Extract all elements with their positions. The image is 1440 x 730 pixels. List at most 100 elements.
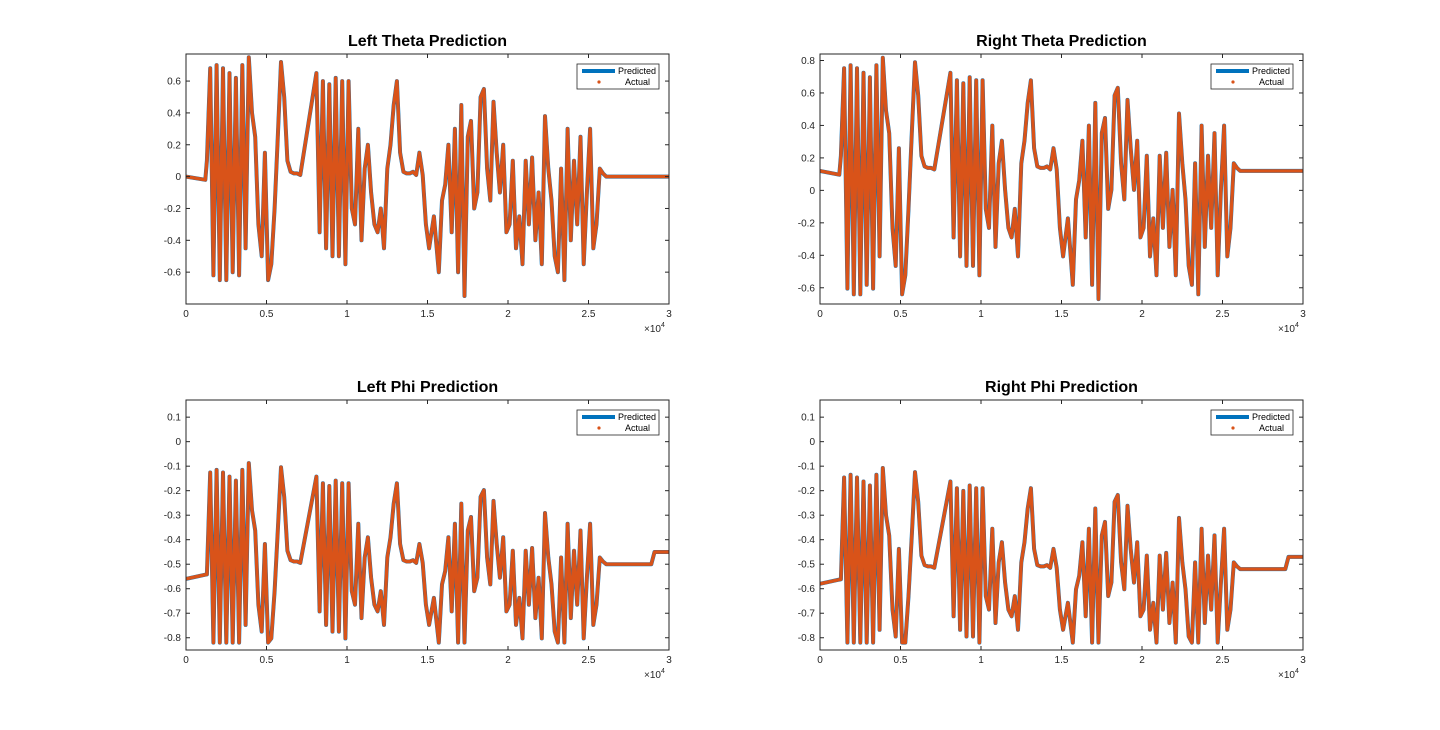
x-tick-label: 0: [183, 309, 189, 320]
legend-actual-label: Actual: [1259, 423, 1284, 433]
actual-point: [356, 522, 360, 526]
x-tick-label: 2.5: [1216, 655, 1230, 666]
actual-point: [1019, 561, 1023, 564]
x-tick-label: 2.5: [582, 655, 596, 666]
chart-title: Right Phi Prediction: [985, 379, 1138, 396]
actual-point: [871, 287, 875, 290]
actual-point: [649, 175, 653, 178]
actual-point: [1139, 236, 1142, 239]
actual-point: [257, 223, 260, 226]
actual-point: [1283, 567, 1287, 571]
y-tick-label: -0.2: [164, 204, 182, 215]
actual-point: [553, 630, 556, 633]
actual-point: [1216, 641, 1219, 644]
y-tick-label: -0.3: [798, 511, 816, 522]
actual-point: [611, 175, 614, 178]
actual-point: [257, 603, 260, 606]
y-tick-label: -0.1: [798, 462, 816, 473]
actual-point: [424, 603, 428, 606]
legend-predicted-label: Predicted: [1252, 412, 1290, 422]
actual-point: [1110, 581, 1113, 584]
y-tick-label: -0.4: [798, 535, 816, 546]
actual-point: [871, 641, 875, 644]
actual-point: [1090, 641, 1094, 644]
legend-box: [1210, 409, 1294, 436]
chart-title: Left Theta Prediction: [348, 33, 507, 50]
x-tick-label: 0.5: [260, 309, 274, 320]
actual-point: [572, 159, 576, 162]
actual-point: [961, 82, 965, 85]
actual-point: [1029, 78, 1033, 82]
actual-point: [1048, 168, 1052, 171]
actual-point: [347, 482, 350, 485]
actual-point: [572, 549, 576, 553]
actual-point: [366, 143, 370, 147]
actual-point: [1264, 169, 1268, 173]
plot-area: [186, 461, 669, 645]
x-exponent-label: ×104: [644, 668, 665, 681]
actual-point: [630, 562, 634, 566]
actual-point: [582, 262, 585, 266]
x-tick-label: 2: [1139, 655, 1145, 666]
actual-point: [318, 231, 321, 234]
y-tick-label: -0.5: [164, 560, 182, 571]
actual-point: [327, 484, 331, 488]
actual-point: [1197, 641, 1200, 644]
legend-actual-label: Actual: [625, 77, 650, 87]
actual-point: [447, 535, 450, 539]
actual-point: [295, 560, 299, 563]
actual-point: [990, 527, 994, 530]
actual-point: [1000, 139, 1004, 142]
y-tick-label: -0.3: [164, 511, 182, 522]
actual-point: [385, 556, 389, 559]
actual-point: [842, 476, 846, 479]
actual-point: [1148, 628, 1152, 632]
actual-series-line: [820, 466, 1303, 645]
actual-point: [929, 166, 933, 170]
actual-point: [862, 71, 865, 75]
actual-point: [1158, 154, 1162, 158]
y-tick-label: -0.5: [798, 560, 816, 571]
actual-point: [1255, 169, 1258, 173]
actual-point: [543, 114, 547, 118]
actual-point: [1129, 146, 1133, 150]
actual-point: [485, 167, 489, 170]
x-tick-label: 3: [666, 655, 672, 666]
actual-point: [395, 482, 399, 485]
actual-point: [1245, 567, 1248, 571]
y-tick-label: 0.1: [801, 413, 815, 424]
actual-point: [881, 466, 885, 470]
x-tick-label: 2.5: [1216, 309, 1230, 320]
plot-area: [186, 55, 669, 298]
actual-point: [424, 223, 428, 226]
actual-point: [376, 231, 379, 234]
actual-point: [900, 293, 904, 296]
y-tick-label: 0.8: [801, 56, 815, 67]
actual-point: [1187, 264, 1190, 268]
x-tick-label: 2.5: [582, 309, 596, 320]
actual-point: [1216, 274, 1219, 277]
actual-point: [318, 610, 321, 613]
actual-point: [920, 554, 923, 557]
actual-point: [237, 274, 241, 277]
x-tick-label: 1.5: [1055, 655, 1069, 666]
x-tick-label: 3: [666, 309, 672, 320]
actual-point: [842, 66, 846, 70]
actual-point: [971, 264, 975, 268]
actual-point: [395, 79, 399, 83]
actual-point: [1129, 547, 1133, 551]
actual-point: [266, 278, 270, 282]
legend-box: [576, 63, 660, 90]
y-tick-label: -0.6: [164, 584, 182, 595]
chart-title: Right Theta Prediction: [976, 33, 1147, 50]
x-tick-label: 3: [1300, 309, 1306, 320]
x-tick-label: 1: [344, 309, 350, 320]
actual-point: [208, 471, 212, 474]
actual-point: [920, 154, 923, 158]
actual-point: [385, 167, 389, 170]
y-tick-label: -0.6: [798, 584, 816, 595]
actual-point: [1039, 166, 1042, 170]
y-tick-label: -0.4: [164, 236, 182, 247]
